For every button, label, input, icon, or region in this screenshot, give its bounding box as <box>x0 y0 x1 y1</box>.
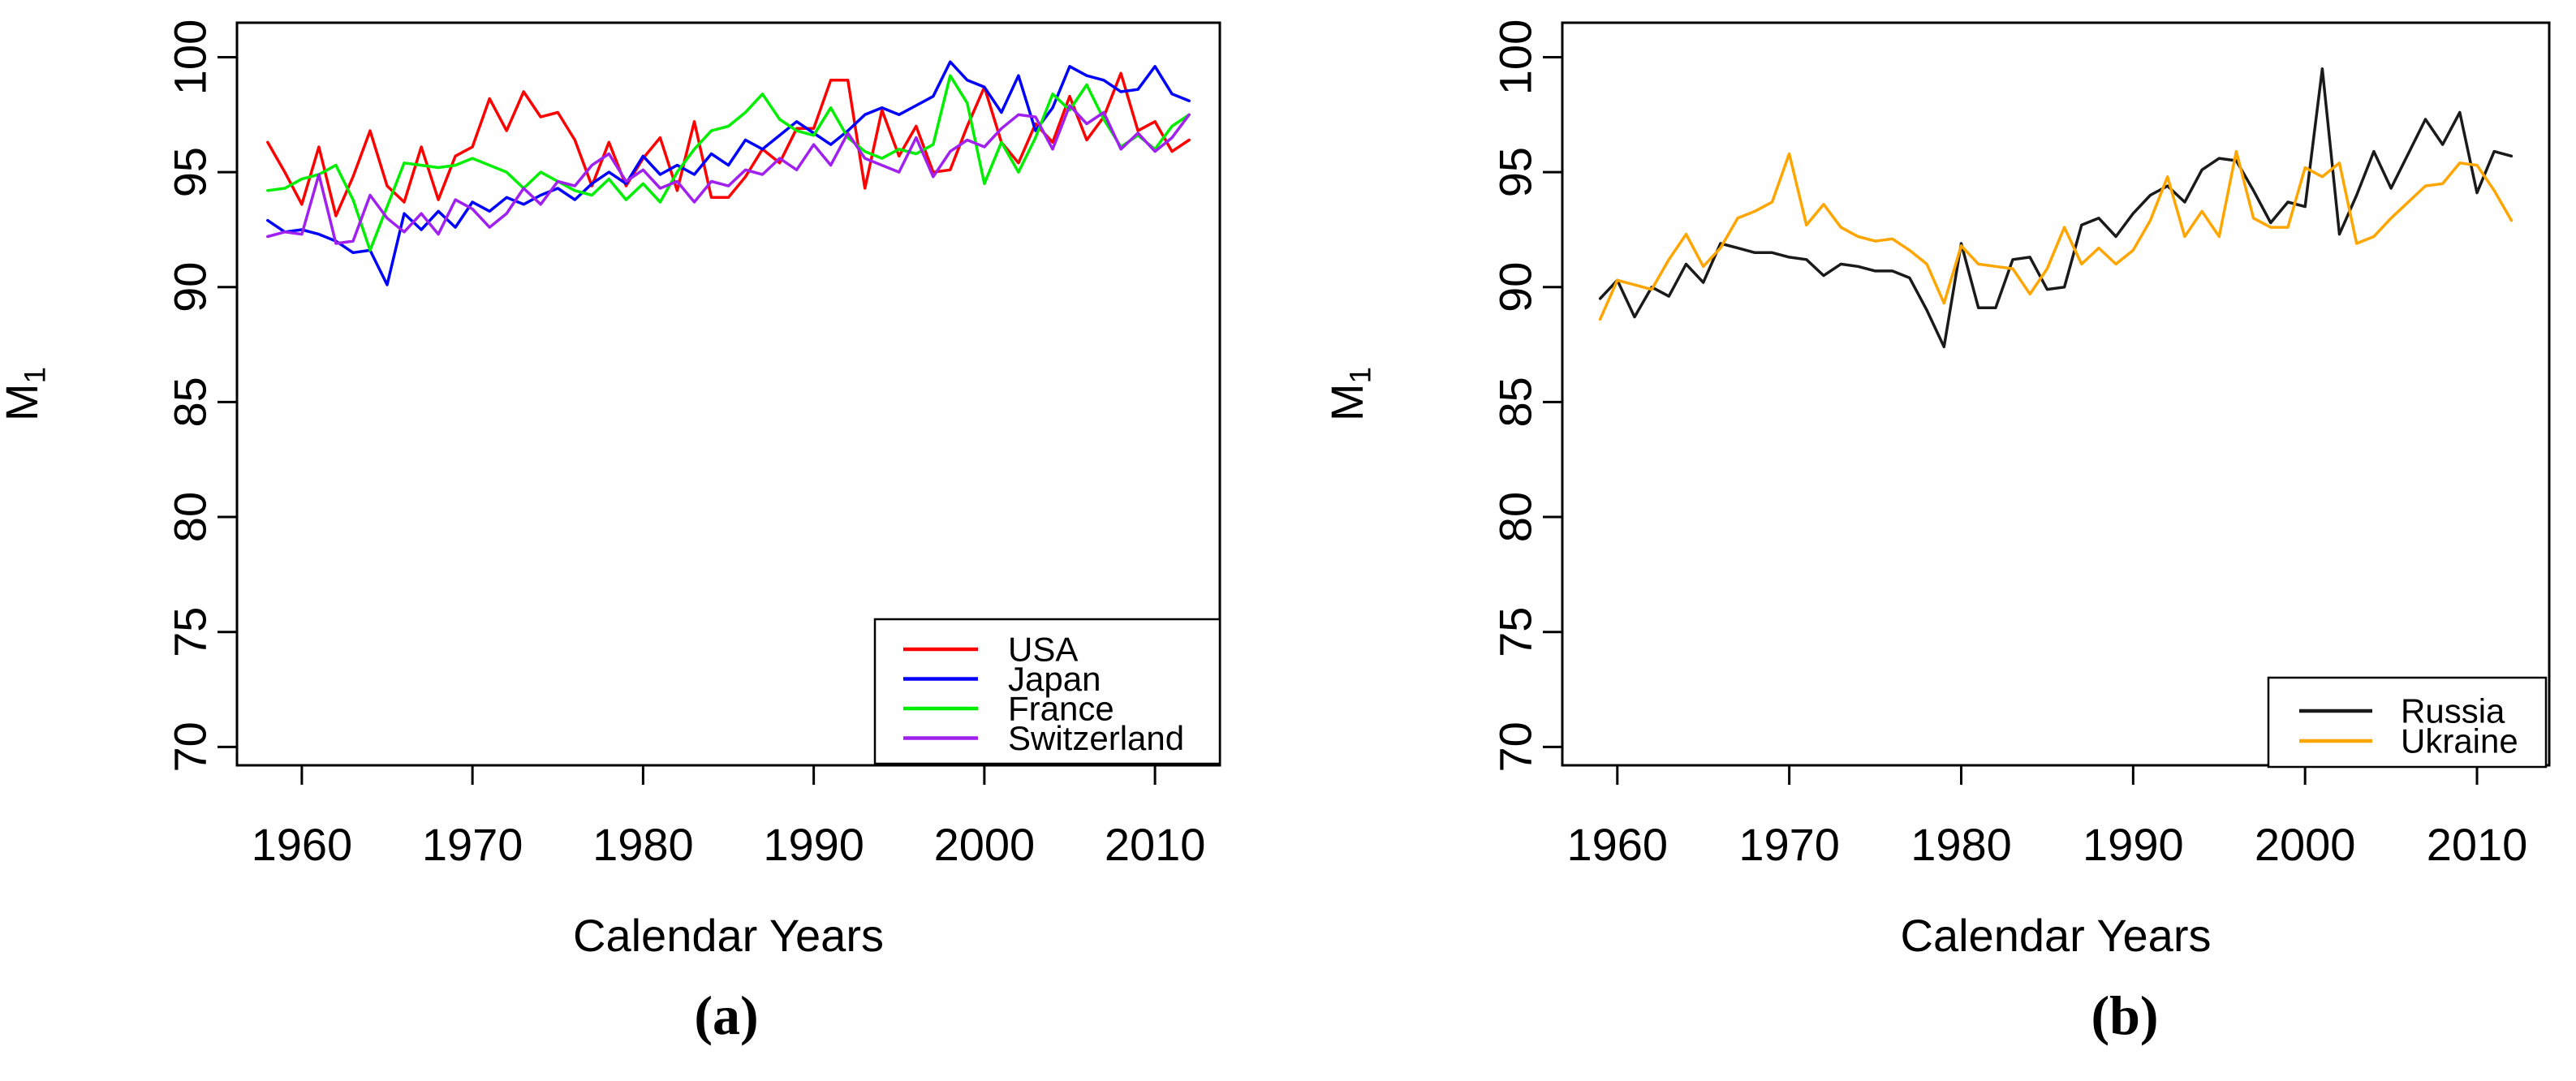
x-axis-title: Calendar Years <box>1901 910 2212 961</box>
y-axis-tick-label: 75 <box>1490 607 1541 657</box>
legend-label-usa: USA <box>1008 631 1078 669</box>
series-line-russia <box>1598 67 2514 349</box>
series-line-switzerland <box>266 104 1191 245</box>
panel-caption: (a) <box>694 984 758 1046</box>
y-axis-tick-label: 85 <box>1490 377 1541 427</box>
x-axis-tick-label: 1990 <box>763 819 864 870</box>
legend-label-russia: Russia <box>2401 692 2505 730</box>
y-axis-tick-label: 80 <box>1490 492 1541 542</box>
y-axis-tick-label: 75 <box>165 607 216 657</box>
x-axis-tick-label: 2010 <box>1105 819 1206 870</box>
x-axis-tick-label: 2010 <box>2427 819 2528 870</box>
y-axis-tick-label: 100 <box>1490 19 1541 95</box>
panel-b: 70 75 80 85 90 95 100 1960 1970 1980 1990 2000 2010 R… <box>1321 19 2551 1046</box>
y-axis-tick-label: 80 <box>165 492 216 542</box>
y-axis-tick-label: 95 <box>1490 147 1541 197</box>
y-axis-tick-label: 85 <box>165 377 216 427</box>
x-axis-tick-label: 2000 <box>934 819 1036 870</box>
y-axis-tick-label: 90 <box>1490 262 1541 312</box>
series-line-ukraine <box>1598 149 2514 321</box>
panel-a: 70 75 80 85 90 95 100 1960 1970 1980 1990 2000 2010 U… <box>0 19 1221 1046</box>
y-axis-title: M1 <box>0 367 51 421</box>
legend-label-france: France <box>1008 690 1114 728</box>
x-axis-tick-label: 1970 <box>422 819 523 870</box>
x-axis-tick-label: 1970 <box>1738 819 1840 870</box>
plot-box <box>235 21 1221 767</box>
x-axis-tick-label: 1960 <box>252 819 353 870</box>
legend-label-ukraine: Ukraine <box>2401 722 2518 760</box>
series-line-japan <box>266 60 1191 286</box>
x-axis-tick-label: 1980 <box>1910 819 2012 870</box>
panel-caption: (b) <box>2091 984 2158 1046</box>
legend-box <box>2267 676 2548 769</box>
series-line-france <box>266 74 1191 252</box>
series-line-usa <box>266 71 1191 217</box>
y-axis-title: M1 <box>1321 367 1376 421</box>
legend-label-japan: Japan <box>1008 660 1101 698</box>
legend-label-switzerland: Switzerland <box>1008 719 1184 757</box>
y-axis-tick-label: 95 <box>165 147 216 197</box>
plot-box <box>1561 21 2551 767</box>
x-axis-title: Calendar Years <box>573 910 884 961</box>
y-axis-tick-label: 70 <box>165 721 216 772</box>
x-axis-tick-label: 1960 <box>1567 819 1669 870</box>
y-axis-tick-label: 100 <box>165 19 216 95</box>
y-axis-tick-label: 90 <box>165 262 216 312</box>
x-axis-tick-label: 1980 <box>592 819 694 870</box>
y-axis-tick-label: 70 <box>1490 721 1541 772</box>
x-axis-tick-label: 1990 <box>2083 819 2184 870</box>
x-axis-tick-label: 2000 <box>2255 819 2356 870</box>
